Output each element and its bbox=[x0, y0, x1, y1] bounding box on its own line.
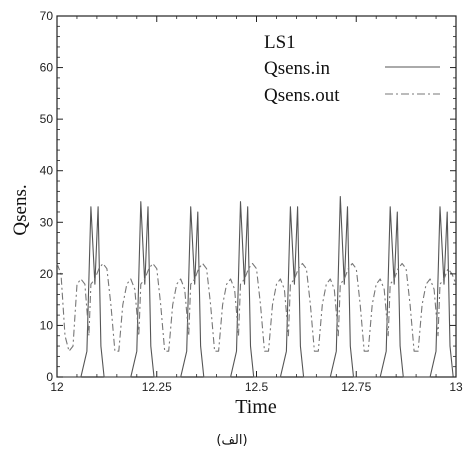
series-line-qsens-out bbox=[56, 262, 457, 352]
y-tick-label: 60 bbox=[40, 61, 54, 75]
y-axis-title: Qsens. bbox=[10, 184, 31, 235]
y-tick-label: 20 bbox=[40, 267, 54, 281]
y-tick-label: 50 bbox=[40, 112, 54, 126]
y-tick-label: 70 bbox=[40, 9, 54, 23]
plot-frame bbox=[56, 15, 457, 378]
x-tick-label: 13 bbox=[449, 380, 463, 394]
ticks-layer: 0 10 20 30 40 50 60 70 12 12.25 12.5 12.75 13 bbox=[40, 9, 463, 394]
y-tick-label: 40 bbox=[40, 164, 54, 178]
plot-area: 0 10 20 30 40 50 60 70 12 12.25 12.5 12.75 13 bbox=[40, 9, 463, 394]
y-tick-label: 0 bbox=[46, 370, 53, 384]
series-line-qsens-in bbox=[57, 195, 456, 378]
y-tick-label: 30 bbox=[40, 215, 54, 229]
figure-caption: (الف) bbox=[216, 433, 247, 448]
legend-label-qsens-in: Qsens.in bbox=[264, 58, 330, 79]
x-tick-label: 12.25 bbox=[142, 380, 172, 394]
legend: LS1 Qsens.in Qsens.out bbox=[264, 32, 440, 106]
x-tick-label: 12.5 bbox=[245, 380, 269, 394]
x-tick-label: 12 bbox=[50, 380, 64, 394]
series-layer bbox=[56, 195, 457, 378]
legend-label-qsens-out: Qsens.out bbox=[264, 85, 340, 106]
x-axis-title: Time bbox=[235, 396, 277, 418]
x-tick-label: 12.75 bbox=[341, 380, 371, 394]
legend-title: LS1 bbox=[264, 32, 296, 53]
y-tick-label: 10 bbox=[40, 318, 54, 332]
